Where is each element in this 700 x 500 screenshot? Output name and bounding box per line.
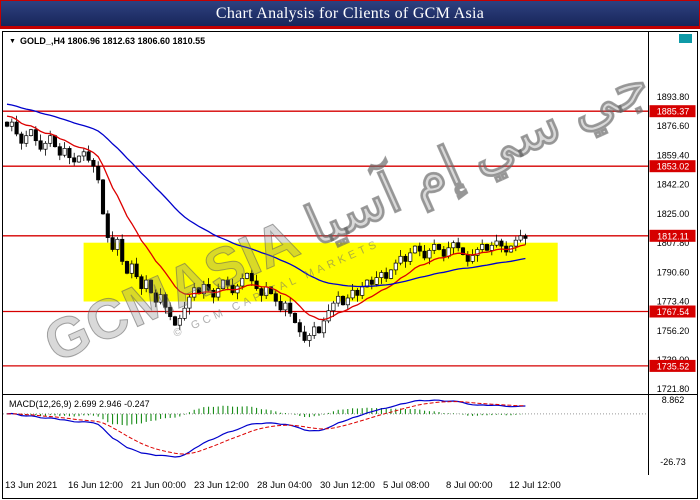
time-axis-label: 23 Jun 12:00 xyxy=(194,480,249,491)
price-chart-canvas[interactable]: 1893.80 1876.60 1859.40 1842.20 1825.00 1807.… xyxy=(3,32,697,394)
time-axis-label: 8 Jul 00:00 xyxy=(446,480,493,491)
macd-canvas[interactable]: 8.862 -26.73 xyxy=(3,395,697,475)
svg-text:1825.00: 1825.00 xyxy=(657,209,690,219)
macd-legend: MACD(12,26,9) 2.699 2.946 -0.247 xyxy=(9,399,150,409)
svg-text:1773.40: 1773.40 xyxy=(657,297,690,307)
svg-text:1859.40: 1859.40 xyxy=(657,150,690,160)
time-axis-label: 28 Jun 04:00 xyxy=(257,480,312,491)
svg-text:1853.02: 1853.02 xyxy=(657,162,690,172)
time-axis-label: 5 Jul 08:00 xyxy=(383,480,430,491)
svg-text:1893.80: 1893.80 xyxy=(657,92,690,102)
svg-text:1756.20: 1756.20 xyxy=(657,326,690,336)
svg-text:1807.80: 1807.80 xyxy=(657,238,690,248)
svg-text:1885.37: 1885.37 xyxy=(657,107,690,117)
macd-legend-text: MACD(12,26,9) 2.699 2.946 -0.247 xyxy=(9,399,150,409)
price-pane[interactable]: 1893.80 1876.60 1859.40 1842.20 1825.00 1807.… xyxy=(3,32,697,394)
svg-text:1812.11: 1812.11 xyxy=(657,231,689,241)
svg-text:1767.54: 1767.54 xyxy=(657,307,690,317)
time-axis-label: 12 Jul 12:00 xyxy=(509,480,561,491)
chart-legend-text: GOLD_,H4 1806.96 1812.63 1806.60 1810.55 xyxy=(19,36,206,46)
title-bar: Chart Analysis for Clients of GCM Asia xyxy=(0,0,700,29)
macd-pane[interactable]: 8.862 -26.73 MACD(12,26,9) 2.699 2.946 -0… xyxy=(3,394,697,476)
chart-legend: ▼ GOLD_,H4 1806.96 1812.63 1806.60 1810.… xyxy=(9,36,205,46)
time-axis[interactable]: 13 Jun 2021 16 Jun 12:00 21 Jun 00:00 23 Ju… xyxy=(3,476,697,496)
svg-text:1735.52: 1735.52 xyxy=(657,361,690,371)
time-axis-label: 30 Jun 12:00 xyxy=(320,480,375,491)
time-axis-label: 13 Jun 2021 xyxy=(5,480,58,491)
collapse-triangle-icon[interactable]: ▼ xyxy=(9,37,16,45)
svg-text:1842.20: 1842.20 xyxy=(657,180,690,190)
svg-text:1876.60: 1876.60 xyxy=(657,121,690,131)
chart-window: 1893.80 1876.60 1859.40 1842.20 1825.00 1807.… xyxy=(2,31,698,499)
time-axis-label: 21 Jun 00:00 xyxy=(131,480,186,491)
svg-text:1790.60: 1790.60 xyxy=(657,267,690,277)
corner-marker xyxy=(679,34,692,43)
svg-text:-26.73: -26.73 xyxy=(660,457,686,467)
page-title: Chart Analysis for Clients of GCM Asia xyxy=(215,4,485,22)
svg-text:1721.80: 1721.80 xyxy=(657,384,690,394)
svg-text:8.862: 8.862 xyxy=(662,395,685,405)
time-axis-label: 16 Jun 12:00 xyxy=(68,480,123,491)
